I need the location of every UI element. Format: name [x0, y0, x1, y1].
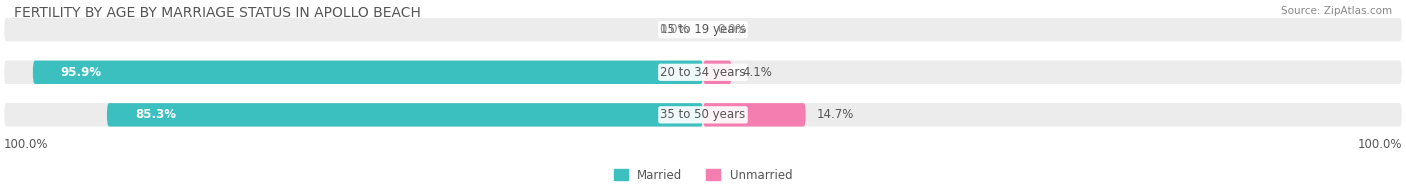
Text: 15 to 19 years: 15 to 19 years	[661, 23, 745, 36]
Legend: Married, Unmarried: Married, Unmarried	[609, 164, 797, 186]
Text: Source: ZipAtlas.com: Source: ZipAtlas.com	[1281, 6, 1392, 16]
Text: 85.3%: 85.3%	[135, 108, 176, 121]
Text: 4.1%: 4.1%	[742, 66, 772, 79]
FancyBboxPatch shape	[4, 103, 1402, 127]
FancyBboxPatch shape	[107, 103, 703, 127]
Text: 35 to 50 years: 35 to 50 years	[661, 108, 745, 121]
FancyBboxPatch shape	[703, 61, 731, 84]
Text: 0.0%: 0.0%	[717, 23, 747, 36]
Text: 95.9%: 95.9%	[60, 66, 101, 79]
FancyBboxPatch shape	[703, 103, 806, 127]
Text: 0.0%: 0.0%	[659, 23, 689, 36]
FancyBboxPatch shape	[4, 61, 1402, 84]
Text: FERTILITY BY AGE BY MARRIAGE STATUS IN APOLLO BEACH: FERTILITY BY AGE BY MARRIAGE STATUS IN A…	[14, 6, 420, 20]
Text: 14.7%: 14.7%	[817, 108, 853, 121]
FancyBboxPatch shape	[4, 18, 1402, 41]
Text: 100.0%: 100.0%	[1357, 138, 1402, 151]
FancyBboxPatch shape	[32, 61, 703, 84]
Text: 20 to 34 years: 20 to 34 years	[661, 66, 745, 79]
Text: 100.0%: 100.0%	[4, 138, 49, 151]
